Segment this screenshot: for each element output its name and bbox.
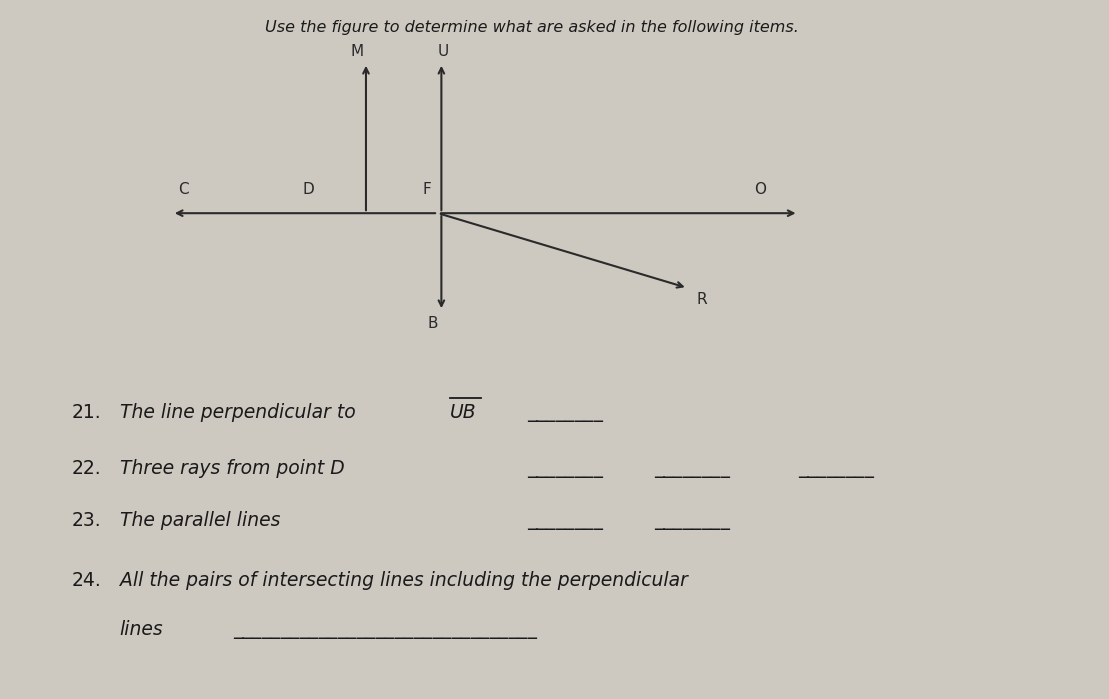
Text: O: O xyxy=(754,182,765,197)
Text: ________: ________ xyxy=(527,403,603,422)
Text: Three rays from point D: Three rays from point D xyxy=(120,459,345,478)
Text: UB: UB xyxy=(450,403,477,422)
Text: ________: ________ xyxy=(654,511,731,531)
Text: U: U xyxy=(438,45,449,59)
Text: ________: ________ xyxy=(527,459,603,478)
Text: 24.: 24. xyxy=(72,570,102,590)
Text: ________________________________: ________________________________ xyxy=(233,619,537,639)
Text: R: R xyxy=(696,292,708,307)
Text: M: M xyxy=(350,45,364,59)
Text: 21.: 21. xyxy=(72,403,102,422)
Text: Use the figure to determine what are asked in the following items.: Use the figure to determine what are ask… xyxy=(265,20,800,36)
Text: B: B xyxy=(427,316,438,331)
Text: D: D xyxy=(303,182,314,197)
Text: 22.: 22. xyxy=(72,459,102,478)
Text: All the pairs of intersecting lines including the perpendicular: All the pairs of intersecting lines incl… xyxy=(120,570,688,590)
Text: The parallel lines: The parallel lines xyxy=(120,511,281,531)
Text: 23.: 23. xyxy=(72,511,102,531)
Text: ________: ________ xyxy=(527,511,603,531)
Text: The line perpendicular to: The line perpendicular to xyxy=(120,403,362,422)
Text: ________: ________ xyxy=(798,459,875,478)
Text: lines: lines xyxy=(120,619,163,639)
Text: C: C xyxy=(177,182,189,197)
Text: F: F xyxy=(423,182,431,197)
Text: ________: ________ xyxy=(654,459,731,478)
